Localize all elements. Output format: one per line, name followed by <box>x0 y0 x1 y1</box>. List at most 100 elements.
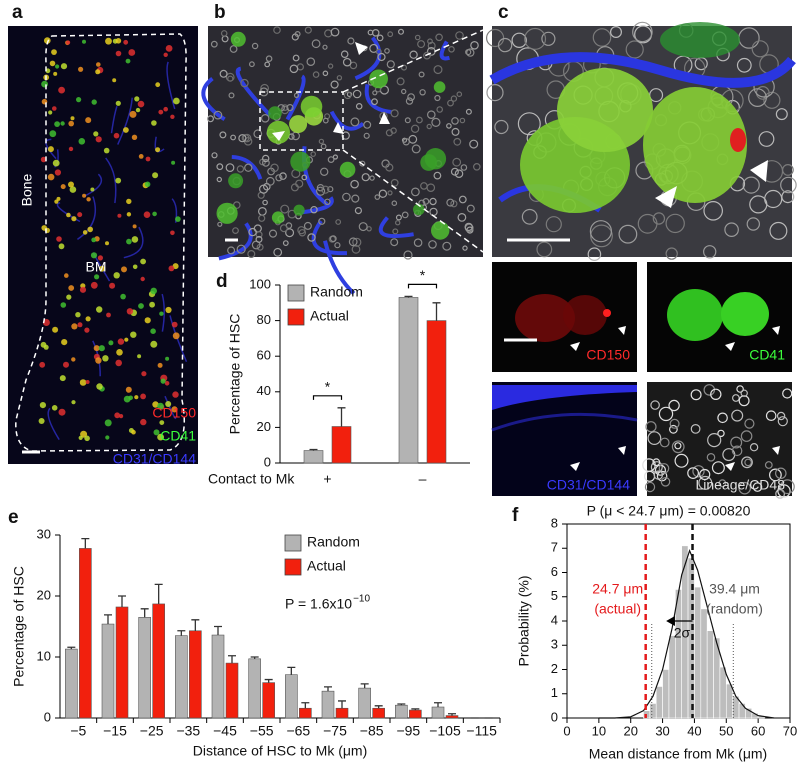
cell <box>137 100 145 108</box>
cell <box>464 222 473 232</box>
error-bar <box>404 295 413 298</box>
cell <box>96 62 101 67</box>
x-tick-label: −105 <box>429 723 461 739</box>
y-tick-label: 10 <box>37 648 51 663</box>
cell <box>426 123 432 130</box>
cell <box>69 186 77 193</box>
cell <box>782 388 793 399</box>
x-tick-label: 30 <box>655 723 669 738</box>
cell <box>85 316 91 322</box>
bar <box>248 658 261 719</box>
error-bar <box>140 608 149 618</box>
cell <box>369 43 379 53</box>
cell <box>707 433 722 448</box>
cell <box>78 66 84 72</box>
y-tick-label: 100 <box>249 276 271 291</box>
cell <box>173 97 180 105</box>
error-bar <box>228 655 236 664</box>
cell <box>164 381 170 386</box>
cell <box>71 400 76 405</box>
cell <box>780 176 797 194</box>
cell <box>76 97 82 103</box>
bar <box>115 606 129 719</box>
cell <box>736 385 744 393</box>
cell <box>442 241 452 251</box>
cell <box>304 26 312 34</box>
cell <box>80 430 88 438</box>
cell <box>270 163 279 173</box>
cell <box>68 285 75 291</box>
error-bar <box>118 595 126 607</box>
significance-bracket <box>407 283 438 289</box>
vessel <box>110 105 118 134</box>
cell <box>324 198 331 205</box>
cell <box>293 92 300 99</box>
error-bar <box>287 666 296 675</box>
cell <box>66 212 71 218</box>
bar <box>285 674 298 719</box>
cell <box>227 75 234 82</box>
y-tick-label: 0 <box>44 709 51 724</box>
cell <box>77 322 83 328</box>
y-tick-label: 80 <box>257 312 271 327</box>
vessel <box>201 76 226 122</box>
cell <box>68 120 74 127</box>
image-b <box>201 26 484 295</box>
cell <box>667 289 723 341</box>
cell <box>387 190 393 196</box>
cell <box>165 356 170 361</box>
cell <box>703 245 717 259</box>
cell <box>71 357 76 362</box>
cell <box>414 34 421 41</box>
cell <box>48 110 53 115</box>
cell <box>43 344 49 350</box>
cell <box>152 211 157 217</box>
cell <box>417 40 426 49</box>
vessel <box>329 110 365 131</box>
cell <box>740 430 753 442</box>
cell <box>227 246 236 255</box>
cell <box>97 255 103 261</box>
image-a: Bone BM CD150 CD41 CD31/CD144 <box>8 26 198 467</box>
x-tick-label: −5 <box>70 723 86 739</box>
cell <box>457 212 467 222</box>
cell <box>592 28 612 47</box>
cell <box>717 429 725 438</box>
cell <box>145 156 151 162</box>
cell <box>39 402 47 409</box>
cell <box>282 240 289 247</box>
hist-bar <box>649 703 657 719</box>
cell <box>332 154 338 160</box>
y-tick-label: 7 <box>551 540 558 555</box>
cell <box>692 465 705 478</box>
cell <box>98 345 105 352</box>
cells <box>642 384 795 499</box>
cell <box>660 22 740 58</box>
cell <box>658 463 670 474</box>
cell <box>106 312 111 318</box>
cell <box>121 266 127 273</box>
hist-bar <box>655 686 663 719</box>
cell <box>386 60 395 69</box>
hist-bar <box>675 589 682 719</box>
cell <box>342 57 352 67</box>
cell <box>460 164 468 171</box>
vessel <box>285 74 306 121</box>
cell <box>303 221 312 230</box>
cell <box>113 272 120 279</box>
cell <box>330 27 340 37</box>
cell <box>322 44 328 50</box>
cell <box>777 416 788 427</box>
cell <box>264 61 271 68</box>
cell <box>310 151 317 157</box>
x-tick-label: −75 <box>323 723 347 739</box>
x-axis-label: Mean distance from Mk (μm) <box>589 746 767 762</box>
x-tick-label: 10 <box>592 723 606 738</box>
x-tick-label: + <box>323 471 331 487</box>
cell <box>217 221 223 227</box>
cell <box>292 54 300 62</box>
bar <box>303 450 324 464</box>
cell <box>765 410 777 421</box>
cell <box>38 418 45 424</box>
